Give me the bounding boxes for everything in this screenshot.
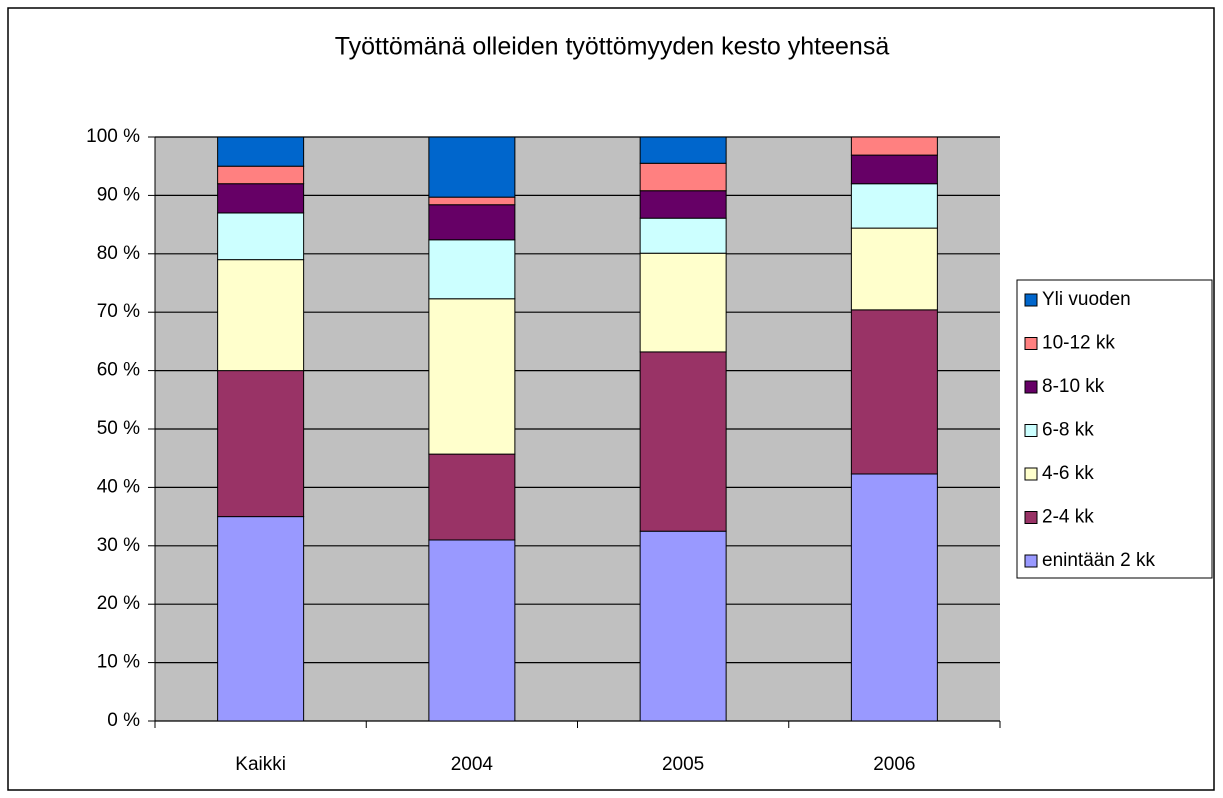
y-tick-label: 10 % xyxy=(97,652,140,673)
x-tick-label: 2006 xyxy=(873,754,915,775)
bar-segment xyxy=(850,227,938,311)
chart-title: Työttömänä olleiden työttömyyden kesto y… xyxy=(335,33,890,61)
y-tick-label: 20 % xyxy=(97,593,140,614)
bar-segment xyxy=(217,136,305,167)
y-tick-label: 80 % xyxy=(97,243,140,264)
legend-label: enintään 2 kk xyxy=(1042,550,1156,571)
bar-segment xyxy=(428,298,516,455)
legend-label: 10-12 kk xyxy=(1042,333,1115,354)
bar-segment xyxy=(428,239,516,300)
bar-segment xyxy=(428,136,516,198)
bar-segment xyxy=(428,453,516,541)
bar-segment xyxy=(639,351,727,532)
x-tick-label: 2005 xyxy=(662,754,704,775)
bar-segment xyxy=(850,309,938,475)
legend-label: Yli vuoden xyxy=(1042,289,1131,310)
legend-swatch xyxy=(1024,467,1038,481)
bar-segment xyxy=(850,473,938,722)
legend-swatch xyxy=(1024,380,1038,394)
legend xyxy=(1016,279,1213,579)
x-tick-label: Kaikki xyxy=(235,754,286,775)
y-tick-label: 100 % xyxy=(86,126,140,147)
legend-label: 8-10 kk xyxy=(1042,376,1105,397)
bar-segment xyxy=(639,530,727,722)
legend-swatch xyxy=(1024,511,1038,524)
bar-segment xyxy=(217,165,305,185)
x-tick-label: 2004 xyxy=(451,754,494,775)
bar-segment xyxy=(639,252,727,353)
y-tick-label: 70 % xyxy=(97,301,140,322)
y-tick-label: 0 % xyxy=(107,710,140,731)
y-tick-label: 50 % xyxy=(97,418,140,439)
bar-segment xyxy=(850,183,938,229)
legend-swatch xyxy=(1024,337,1038,350)
y-tick-label: 60 % xyxy=(97,360,140,381)
bar-segment xyxy=(850,154,938,185)
legend-swatch xyxy=(1024,554,1038,568)
bar-segment xyxy=(428,196,516,206)
bar-segment xyxy=(639,190,727,219)
y-tick-label: 30 % xyxy=(97,535,140,556)
bar-segment xyxy=(639,217,727,254)
bar-segment xyxy=(217,370,305,518)
legend-label: 2-4 kk xyxy=(1042,507,1094,528)
legend-swatch xyxy=(1024,424,1038,437)
bar-segment xyxy=(639,136,727,164)
bar-segment xyxy=(428,539,516,722)
legend-label: 4-6 kk xyxy=(1042,463,1094,484)
bar-segment xyxy=(850,136,938,156)
bar-segment xyxy=(217,183,305,214)
y-tick-label: 40 % xyxy=(97,476,140,497)
bar-segment xyxy=(428,204,516,241)
legend-label: 6-8 kk xyxy=(1042,420,1094,441)
bar-segment xyxy=(217,212,305,261)
y-tick-label: 90 % xyxy=(97,184,140,205)
bar-segment xyxy=(639,162,727,192)
bar-segment xyxy=(217,259,305,372)
legend-swatch xyxy=(1024,293,1038,307)
bar-segment xyxy=(217,516,305,722)
